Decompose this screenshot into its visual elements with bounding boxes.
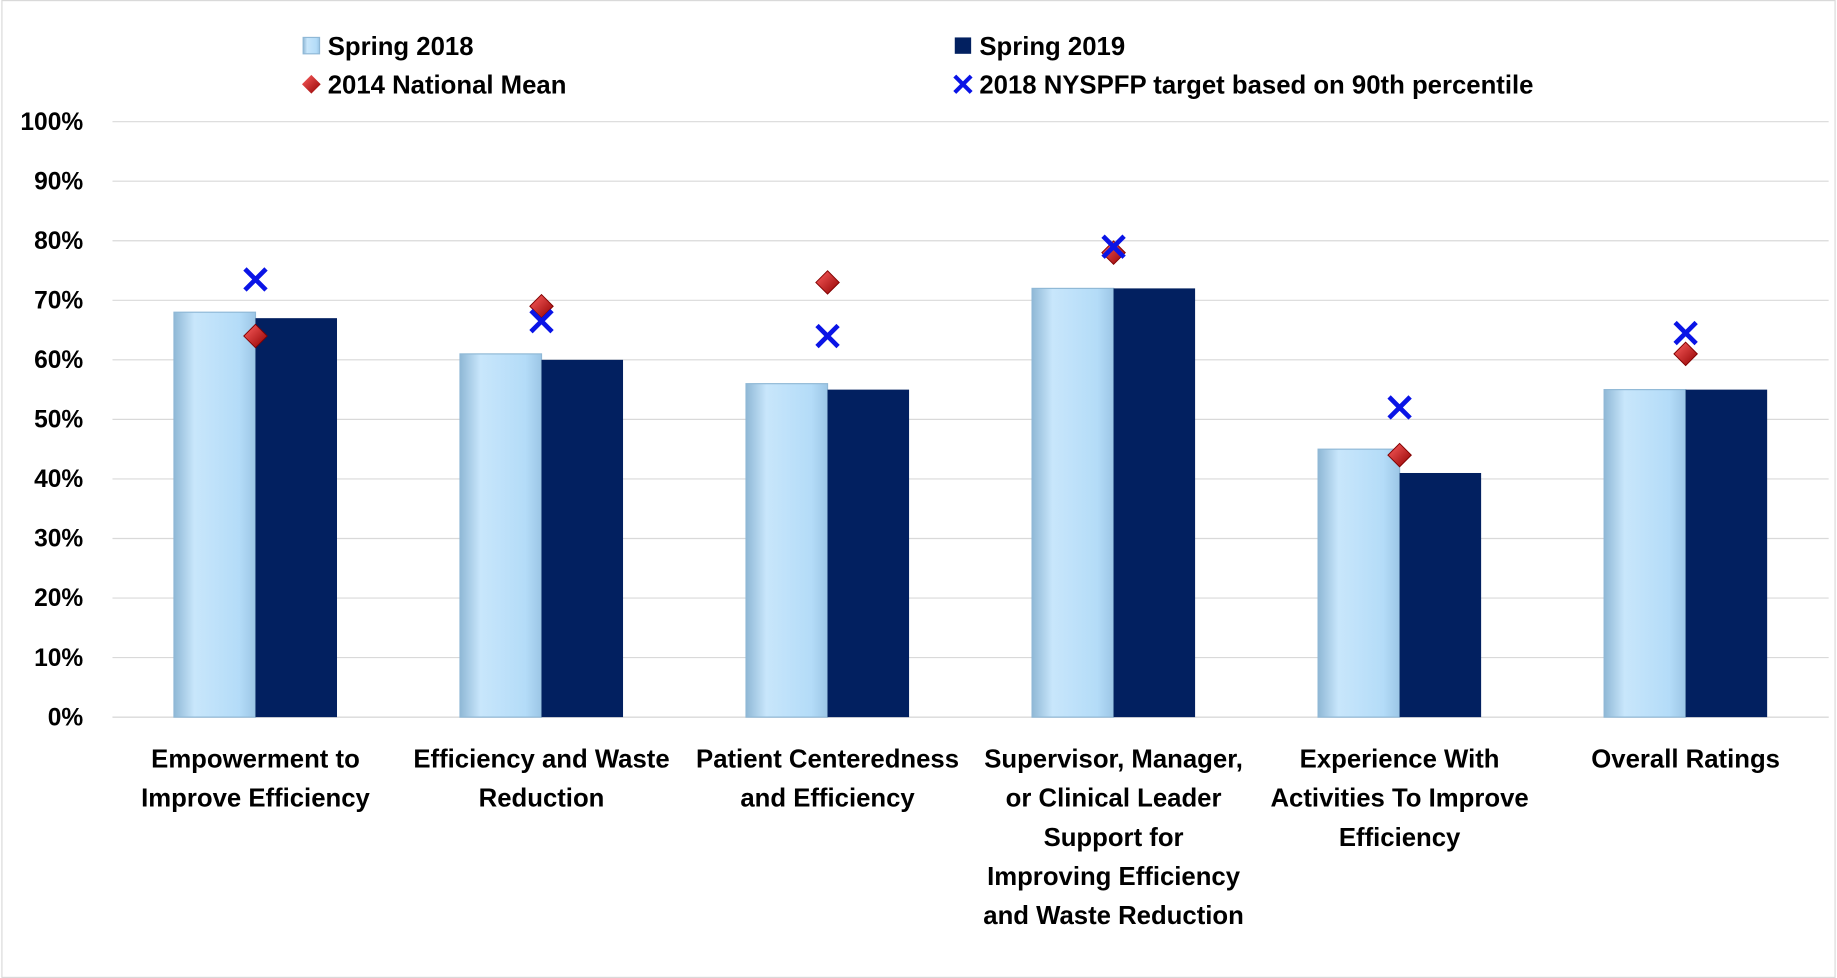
x-tick-label: Patient Centeredness and Efficiency bbox=[696, 745, 959, 812]
diamond-marker bbox=[1387, 442, 1412, 468]
legend-swatch bbox=[301, 74, 321, 94]
y-tick-label: 70% bbox=[34, 287, 83, 314]
y-tick-label: 40% bbox=[34, 466, 83, 493]
legend-label: Spring 2019 bbox=[979, 33, 1125, 61]
bar bbox=[1031, 287, 1115, 718]
diamond-marker bbox=[243, 323, 268, 349]
legend-swatch bbox=[954, 37, 972, 54]
bar bbox=[1317, 448, 1401, 718]
legend-label: Spring 2018 bbox=[328, 33, 474, 61]
x-tick-label: Experience With Activities To Improve Effi… bbox=[1270, 745, 1528, 851]
bar bbox=[1685, 389, 1768, 718]
bar bbox=[827, 389, 910, 718]
diamond-marker bbox=[1101, 240, 1126, 266]
legend-label: 2018 NYSPFP target based on 90th percent… bbox=[979, 72, 1533, 100]
x-tick-label: Efficiency and Waste Reduction bbox=[413, 745, 669, 812]
legend-swatch bbox=[953, 74, 973, 94]
diamond-marker bbox=[815, 270, 840, 295]
x-tick-label: Empowerment to Improve Efficiency bbox=[141, 745, 370, 812]
bar bbox=[459, 353, 543, 718]
x-marker bbox=[529, 308, 554, 334]
y-tick-label: 90% bbox=[34, 168, 83, 195]
y-tick-label: 80% bbox=[34, 228, 83, 255]
x-marker bbox=[243, 267, 268, 292]
bar bbox=[745, 383, 829, 718]
bar bbox=[255, 318, 338, 718]
bar bbox=[1603, 389, 1687, 718]
x-tick-label: Overall Ratings bbox=[1591, 745, 1780, 773]
y-tick-label: 0% bbox=[48, 704, 84, 731]
legend-label: 2014 National Mean bbox=[328, 72, 567, 100]
y-tick-label: 60% bbox=[34, 347, 83, 374]
y-tick-label: 10% bbox=[34, 645, 83, 672]
diamond-marker bbox=[1673, 341, 1698, 367]
legend-swatch bbox=[302, 36, 321, 55]
x-marker bbox=[815, 323, 840, 349]
bar bbox=[1113, 288, 1196, 718]
bar bbox=[173, 311, 257, 718]
x-marker bbox=[1101, 234, 1126, 259]
bar bbox=[1399, 472, 1482, 718]
y-tick-label: 50% bbox=[34, 407, 83, 434]
x-marker bbox=[1673, 320, 1698, 346]
x-marker bbox=[1387, 395, 1412, 420]
y-tick-label: 100% bbox=[20, 109, 83, 136]
y-tick-label: 30% bbox=[34, 526, 83, 553]
bar bbox=[541, 359, 624, 718]
y-tick-label: 20% bbox=[34, 585, 83, 612]
x-tick-label: Supervisor, Manager, or Clinical Leader Su… bbox=[983, 745, 1244, 930]
